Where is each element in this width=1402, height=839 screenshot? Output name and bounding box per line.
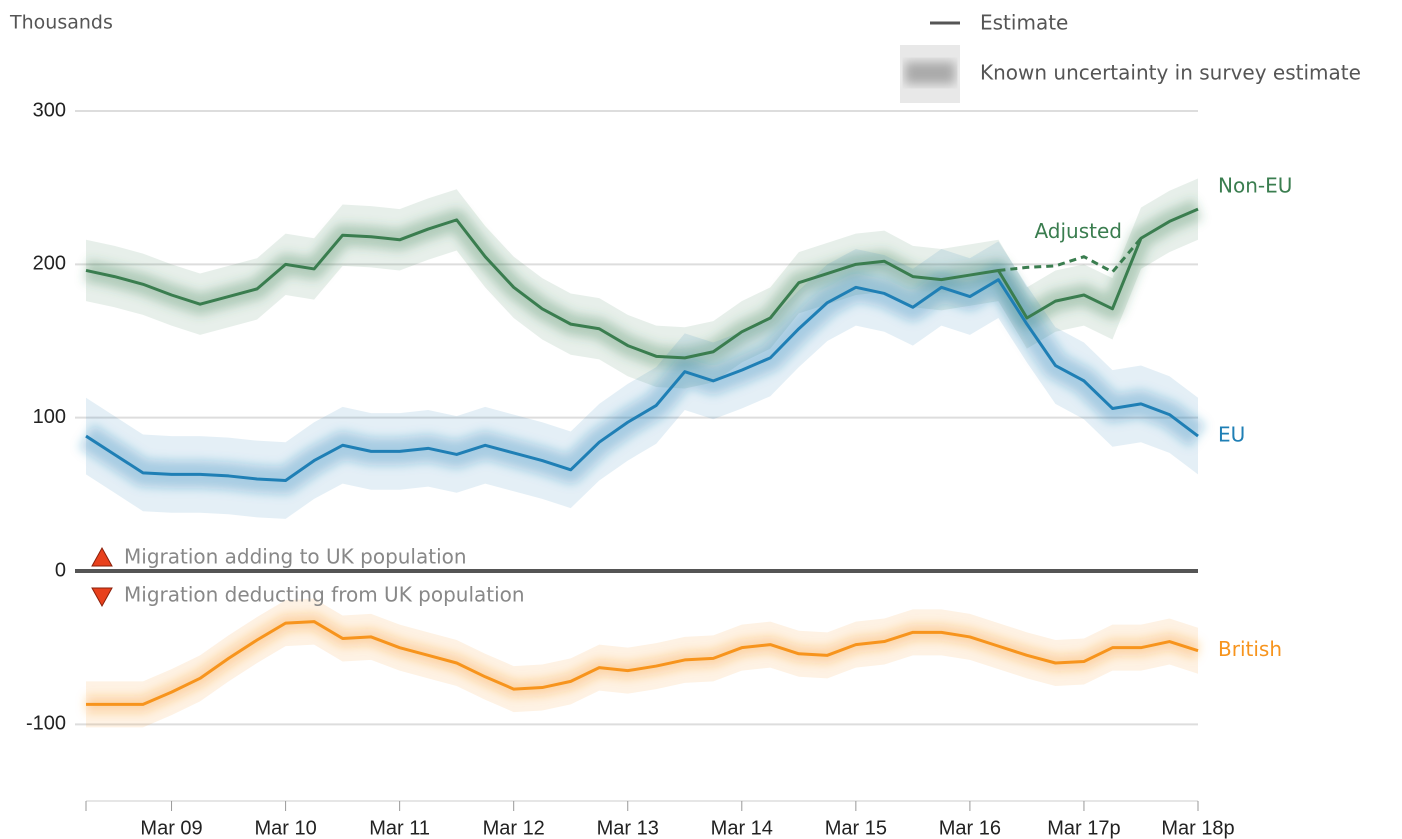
y-tick-label: 0	[55, 559, 66, 581]
series-label: British	[1218, 637, 1282, 661]
y-tick-label: 300	[33, 99, 66, 121]
series-line	[85, 278, 1199, 483]
up-arrow	[91, 546, 113, 567]
x-tick-label: Mar 10	[254, 817, 316, 839]
x-tick-label: Mar 13	[597, 817, 659, 839]
x-tick-label: Mar 16	[939, 817, 1001, 839]
x-tick-label: Mar 12	[483, 817, 545, 839]
legend-text: Estimate	[980, 11, 1068, 35]
legend-text: Known uncertainty in survey estimate	[980, 61, 1361, 85]
series-label: Adjusted	[1034, 219, 1122, 243]
x-tick-label: Mar 09	[140, 817, 202, 839]
x-tick-label: Mar 18p	[1161, 817, 1234, 839]
x-tick-label: Mar 15	[825, 817, 887, 839]
y-axis-label: Thousands	[9, 12, 113, 34]
annotation: Migration adding to UK population	[124, 545, 467, 569]
y-tick-label: -100	[26, 713, 66, 735]
y-tick-label: 200	[33, 253, 66, 275]
series-line	[998, 237, 1143, 274]
y-tick-label: 100	[33, 406, 66, 428]
series-label: EU	[1218, 423, 1245, 447]
down-arrow	[91, 587, 113, 608]
series-label: Non-EU	[1218, 174, 1292, 198]
x-tick-label: Mar 11	[369, 817, 430, 839]
annotation: Migration deducting from UK population	[124, 583, 525, 607]
series-line	[86, 620, 1199, 706]
x-tick-label: Mar 17p	[1047, 817, 1120, 839]
x-tick-label: Mar 14	[711, 817, 773, 839]
series-line	[85, 207, 1199, 360]
legend-band-core	[905, 62, 955, 84]
